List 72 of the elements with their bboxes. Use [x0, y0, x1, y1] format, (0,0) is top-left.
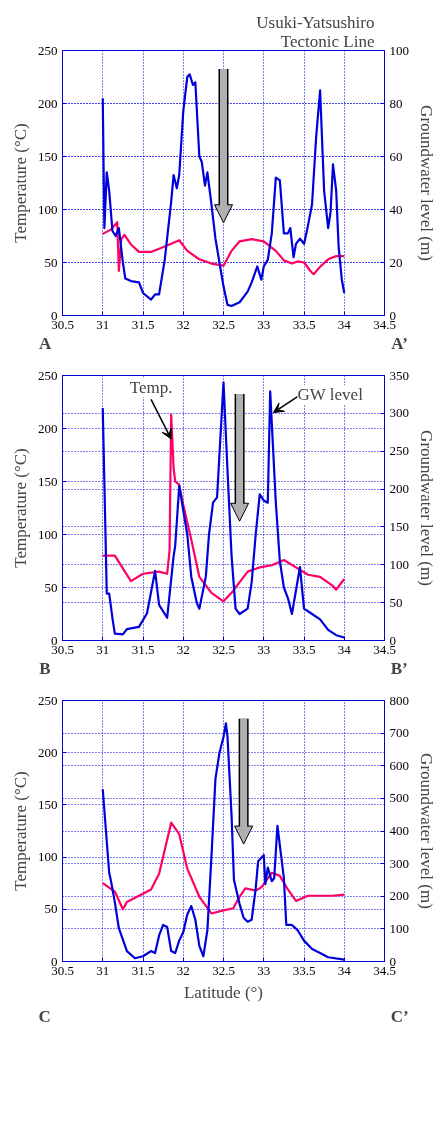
y2-tick-label: 100 — [389, 42, 409, 58]
y2-tick-label: 100 — [389, 556, 409, 572]
y-tick-label: 250 — [38, 367, 58, 383]
y-tick-label: 200 — [38, 744, 58, 760]
y2-axis-title: Groundwater level (m) — [417, 753, 436, 909]
text: B B’ — [39, 658, 408, 678]
y2-tick-label: 400 — [389, 823, 409, 838]
y-tick-label: 150 — [38, 148, 58, 164]
x-axis-title: Latitude (°) — [183, 982, 264, 1002]
x-tick-label: 31 — [96, 962, 110, 978]
y2-tick-label: 150 — [389, 518, 409, 534]
y-tick-label: 250 — [38, 42, 58, 58]
x-tick-label: 32 — [176, 641, 190, 657]
y-tick-label: 50 — [44, 579, 58, 595]
text: C C’ — [38, 1006, 409, 1026]
y2-tick-label: 60 — [389, 148, 403, 164]
y2-tick-label: 40 — [389, 201, 403, 217]
x-tick-label: 31.5 — [131, 962, 155, 978]
y2-tick-label: 80 — [389, 95, 403, 111]
y2-tick-label: 50 — [389, 594, 403, 610]
text: A A’ — [39, 333, 408, 353]
y2-tick-label: 600 — [389, 757, 409, 773]
x-tick-label: 32.5 — [212, 316, 235, 332]
x-tick-label: 34 — [337, 962, 352, 978]
y-tick-label: 50 — [44, 901, 58, 917]
y2-tick-label: 250 — [389, 443, 409, 459]
y2-tick-label: 350 — [389, 367, 409, 383]
y2-tick-label: 300 — [389, 405, 409, 421]
y2-tick-label: 700 — [389, 725, 409, 741]
x-tick-label: 32.5 — [212, 962, 235, 978]
y-tick-label: 200 — [38, 420, 58, 436]
y-tick-label: 100 — [38, 526, 58, 542]
y2-axis-title: Groundwater level (m) — [417, 430, 436, 586]
x-tick-label: 34 — [337, 316, 352, 332]
x-tick-label: 31 — [96, 316, 110, 332]
y-tick-label: 100 — [38, 849, 58, 865]
y-axis-title: Temperature (°C) — [11, 123, 30, 243]
y2-tick-label: 200 — [389, 888, 409, 904]
y-tick-label: 250 — [38, 692, 58, 708]
y2-axis-title: Groundwater level (m) — [417, 105, 436, 261]
line-series — [101, 221, 346, 276]
x-tick-label: 31 — [96, 641, 110, 657]
x-tick-label: 33.5 — [292, 962, 316, 978]
y-axis-title: Temperature (°C) — [11, 771, 30, 891]
y-tick-label: 200 — [38, 95, 58, 111]
x-tick-label: 32 — [176, 316, 190, 332]
x-tick-label: 32.5 — [212, 641, 235, 657]
ref-line-label: Usuki-Yatsushiro Tectonic Line — [256, 12, 375, 51]
x-tick-label: 33.5 — [292, 316, 316, 332]
y2-tick-label: 500 — [389, 790, 409, 806]
x-tick-label: 33 — [257, 641, 271, 657]
y-axis-title: Temperature (°C) — [11, 448, 30, 568]
annotation: GW level — [297, 385, 364, 405]
x-tick-label: 34 — [337, 641, 352, 657]
y-tick-label: 150 — [38, 796, 58, 812]
y2-tick-label: 100 — [389, 920, 409, 936]
y-tick-label: 50 — [44, 254, 58, 270]
x-tick-label: 33 — [257, 316, 271, 332]
line-series — [101, 413, 346, 603]
y-tick-label: 150 — [38, 473, 58, 489]
x-tick-label: 33.5 — [292, 641, 316, 657]
y2-tick-label: 200 — [389, 481, 409, 497]
y-tick-label: 100 — [38, 201, 58, 217]
y2-tick-label: 20 — [389, 254, 403, 270]
annotation: Temp. — [129, 378, 173, 398]
y2-tick-label: 800 — [389, 692, 409, 708]
x-tick-label: 31.5 — [131, 316, 155, 332]
y2-tick-label: 300 — [389, 855, 409, 871]
line-series — [101, 821, 346, 915]
x-tick-label: 31.5 — [131, 641, 155, 657]
x-tick-label: 32 — [176, 962, 190, 978]
x-tick-label: 33 — [257, 962, 271, 978]
